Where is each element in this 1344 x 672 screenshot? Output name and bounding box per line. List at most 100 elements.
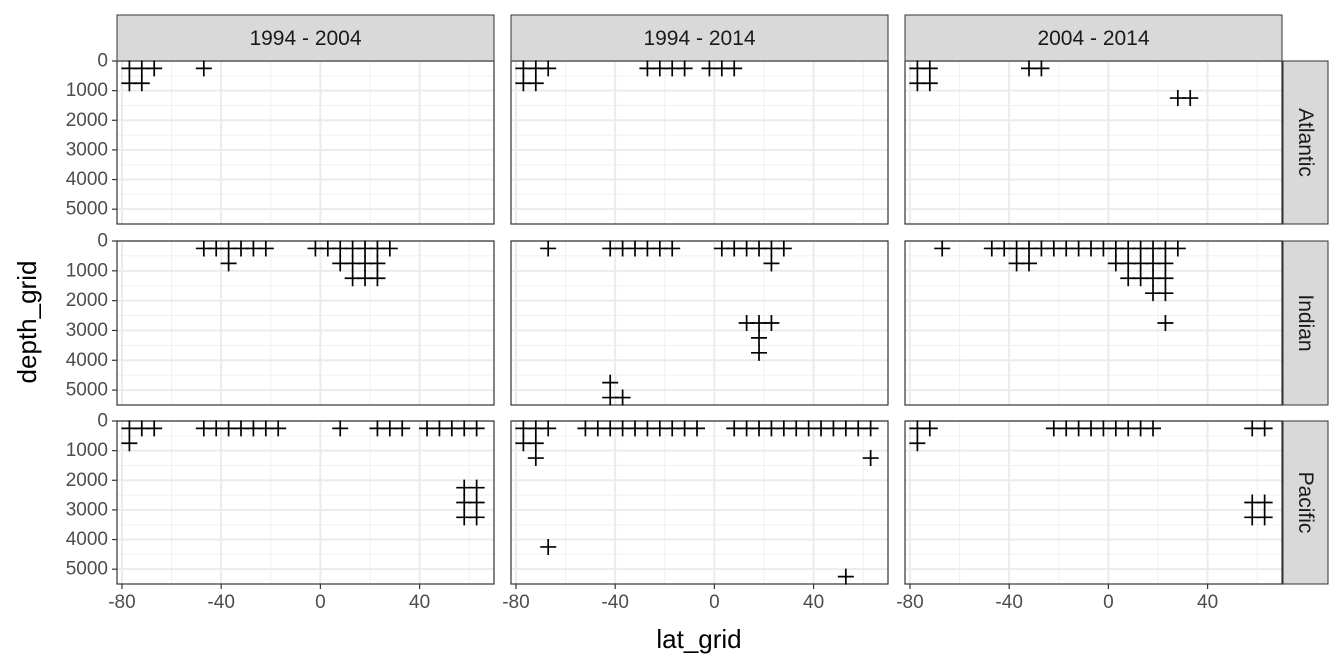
data-point bbox=[540, 420, 557, 437]
data-point bbox=[1157, 285, 1174, 302]
panel-border bbox=[116, 60, 495, 225]
data-point bbox=[775, 240, 792, 257]
x-tick-label: 0 bbox=[709, 592, 720, 613]
panel-border bbox=[904, 60, 1283, 225]
data-point bbox=[921, 420, 938, 437]
x-tick-label: 40 bbox=[409, 592, 430, 613]
x-tick-label: -40 bbox=[601, 592, 628, 613]
panel-border bbox=[116, 240, 495, 406]
data-point bbox=[468, 479, 485, 496]
data-point bbox=[146, 60, 163, 77]
data-point bbox=[257, 240, 274, 257]
data-point bbox=[751, 329, 768, 346]
data-point bbox=[934, 240, 951, 257]
data-point bbox=[1256, 494, 1273, 511]
y-tick-label: 0 bbox=[97, 411, 108, 432]
y-tick-label: 0 bbox=[97, 51, 108, 72]
data-point bbox=[664, 240, 681, 257]
data-point bbox=[468, 420, 485, 437]
data-point bbox=[468, 509, 485, 526]
row-strip-label: Indian bbox=[1294, 294, 1317, 351]
data-point bbox=[527, 450, 544, 467]
data-point bbox=[909, 435, 926, 452]
data-point bbox=[763, 315, 780, 331]
y-tick-label: 5000 bbox=[66, 199, 108, 220]
row-strip-label: Pacific bbox=[1294, 472, 1317, 534]
panel-background bbox=[905, 61, 1282, 224]
panel bbox=[510, 240, 889, 406]
data-point bbox=[332, 420, 349, 437]
x-tick-label: 40 bbox=[1197, 592, 1218, 613]
y-tick-label: 3000 bbox=[66, 499, 108, 520]
panel-background bbox=[511, 241, 888, 405]
data-point bbox=[394, 420, 411, 437]
data-point bbox=[527, 435, 544, 452]
data-point bbox=[540, 60, 557, 77]
panels-layer: 1994 - 2004 1994 - 2014 2004 - 2014 Atlanti… bbox=[66, 14, 1329, 613]
row-strip bbox=[1282, 60, 1329, 225]
data-point bbox=[540, 538, 557, 555]
panel-border bbox=[116, 420, 495, 585]
panel-border bbox=[904, 420, 1283, 585]
x-tick-label: -40 bbox=[207, 592, 234, 613]
data-point bbox=[1021, 255, 1038, 272]
data-point bbox=[763, 255, 780, 272]
data-point bbox=[1256, 509, 1273, 526]
data-point bbox=[837, 568, 854, 585]
row-strip bbox=[1282, 240, 1329, 406]
panel-border bbox=[510, 420, 889, 585]
panel bbox=[116, 60, 495, 225]
x-tick-label: -80 bbox=[502, 592, 529, 613]
panel-background bbox=[905, 241, 1282, 405]
panel-background bbox=[117, 241, 494, 405]
x-tick-label: -40 bbox=[995, 592, 1022, 613]
panel bbox=[904, 420, 1283, 585]
panel bbox=[510, 60, 889, 225]
data-point bbox=[270, 420, 287, 437]
data-point bbox=[1157, 270, 1174, 287]
y-tick-label: 5000 bbox=[66, 380, 108, 401]
y-tick-label: 2000 bbox=[66, 290, 108, 311]
column-strip bbox=[116, 14, 495, 62]
y-tick-label: 1000 bbox=[66, 260, 108, 281]
panel-border bbox=[510, 60, 889, 225]
data-point bbox=[527, 75, 544, 92]
data-point bbox=[121, 435, 138, 452]
data-point bbox=[602, 374, 619, 391]
data-point bbox=[1256, 420, 1273, 437]
panel-background bbox=[117, 421, 494, 584]
column-strip bbox=[510, 14, 889, 62]
x-tick-label: 40 bbox=[803, 592, 824, 613]
data-point bbox=[540, 240, 557, 257]
data-point bbox=[1033, 60, 1050, 77]
data-point bbox=[921, 75, 938, 92]
panel bbox=[510, 420, 889, 585]
panel bbox=[904, 240, 1283, 406]
data-point bbox=[1145, 420, 1162, 437]
column-strip-label: 1994 - 2004 bbox=[249, 27, 361, 50]
x-tick-label: 0 bbox=[1103, 592, 1114, 613]
x-axis-title: lat_grid bbox=[656, 624, 741, 654]
data-point bbox=[369, 270, 386, 287]
y-tick-label: 1000 bbox=[66, 80, 108, 101]
data-point bbox=[726, 60, 743, 77]
y-axis-title: depth_grid bbox=[12, 261, 42, 384]
panel bbox=[116, 420, 495, 585]
data-point bbox=[614, 389, 631, 406]
y-tick-label: 3000 bbox=[66, 139, 108, 160]
column-strip-label: 1994 - 2014 bbox=[643, 27, 755, 50]
data-point bbox=[146, 420, 163, 437]
panel-background bbox=[905, 421, 1282, 584]
data-point bbox=[1157, 255, 1174, 272]
data-point bbox=[1182, 90, 1199, 107]
y-tick-label: 4000 bbox=[66, 529, 108, 550]
data-point bbox=[133, 75, 150, 92]
data-point bbox=[195, 60, 212, 77]
data-point bbox=[751, 344, 768, 361]
y-tick-label: 2000 bbox=[66, 470, 108, 491]
data-point bbox=[220, 255, 237, 272]
x-tick-label: -80 bbox=[108, 592, 135, 613]
data-point bbox=[689, 420, 706, 437]
data-point bbox=[1169, 240, 1186, 257]
panel bbox=[116, 240, 495, 406]
